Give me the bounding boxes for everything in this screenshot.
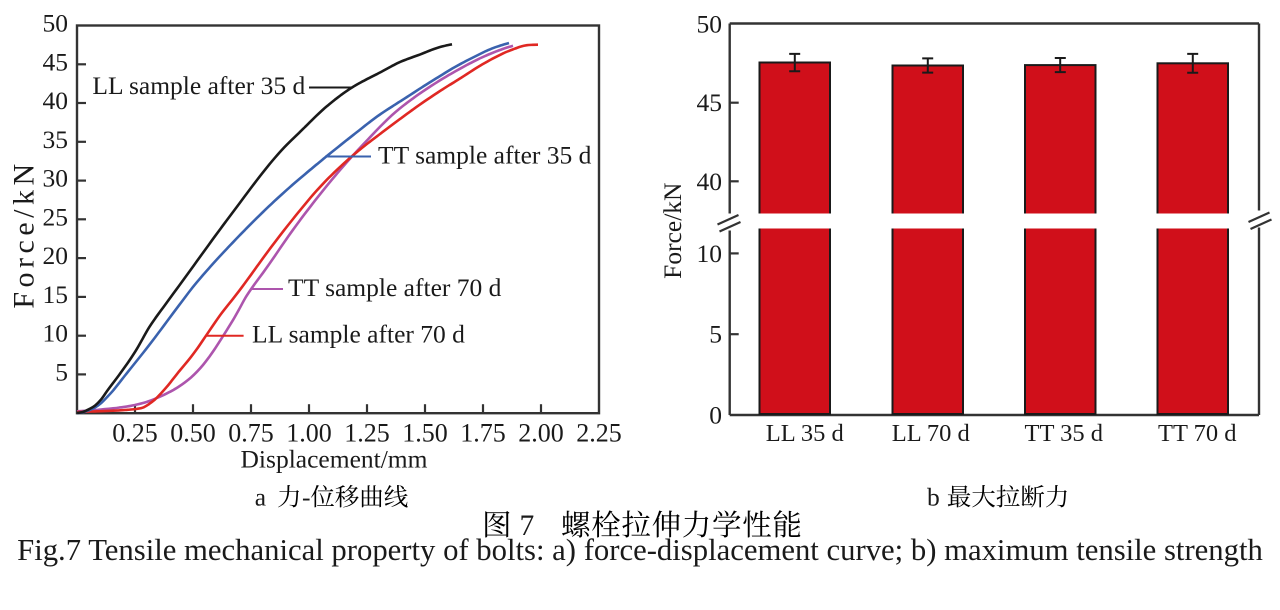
- svg-text:0.25: 0.25: [112, 419, 158, 448]
- svg-text:1.25: 1.25: [344, 419, 390, 448]
- svg-text:40: 40: [43, 86, 69, 115]
- svg-text:50: 50: [697, 10, 723, 39]
- svg-text:2.25: 2.25: [576, 419, 622, 448]
- svg-text:7: 7: [520, 510, 535, 542]
- svg-text:45: 45: [43, 47, 69, 76]
- svg-text:a: a: [255, 483, 266, 512]
- svg-text:LL 35 d: LL 35 d: [766, 420, 844, 447]
- svg-text:40: 40: [697, 167, 723, 196]
- svg-text:45: 45: [697, 88, 723, 117]
- svg-text:Displacement/mm: Displacement/mm: [241, 445, 428, 474]
- svg-text:15: 15: [43, 280, 69, 309]
- svg-text:-: -: [302, 483, 311, 512]
- svg-text:5: 5: [709, 320, 722, 349]
- svg-text:TT sample after 70 d: TT sample after 70 d: [288, 273, 502, 302]
- svg-text:Fig.7 Tensile mechanical prope: Fig.7 Tensile mechanical property of bol…: [17, 533, 1263, 567]
- svg-text:Force/kN: Force/kN: [8, 159, 41, 308]
- svg-text:20: 20: [43, 241, 69, 270]
- svg-text:TT 70 d: TT 70 d: [1158, 420, 1237, 447]
- svg-text:50: 50: [43, 8, 69, 37]
- svg-text:1.00: 1.00: [286, 419, 332, 448]
- svg-text:Force/kN: Force/kN: [658, 183, 687, 279]
- svg-text:LL sample after 70 d: LL sample after 70 d: [252, 320, 465, 349]
- svg-text:10: 10: [697, 239, 723, 268]
- svg-text:2.00: 2.00: [518, 419, 564, 448]
- svg-text:0.50: 0.50: [170, 419, 216, 448]
- svg-text:LL sample after 35 d: LL sample after 35 d: [92, 71, 305, 100]
- svg-text:35: 35: [43, 125, 69, 154]
- svg-text:0: 0: [709, 401, 722, 430]
- svg-text:10: 10: [43, 319, 69, 348]
- svg-text:5: 5: [55, 357, 68, 386]
- svg-text:TT 35 d: TT 35 d: [1025, 420, 1104, 447]
- svg-text:TT sample after 35 d: TT sample after 35 d: [378, 141, 592, 170]
- svg-text:0.75: 0.75: [228, 419, 274, 448]
- svg-text:1.50: 1.50: [402, 419, 448, 448]
- svg-text:LL 70 d: LL 70 d: [892, 420, 970, 447]
- svg-text:b: b: [927, 483, 940, 512]
- svg-text:1.75: 1.75: [460, 419, 506, 448]
- svg-text:30: 30: [43, 164, 69, 193]
- svg-text:25: 25: [43, 202, 69, 231]
